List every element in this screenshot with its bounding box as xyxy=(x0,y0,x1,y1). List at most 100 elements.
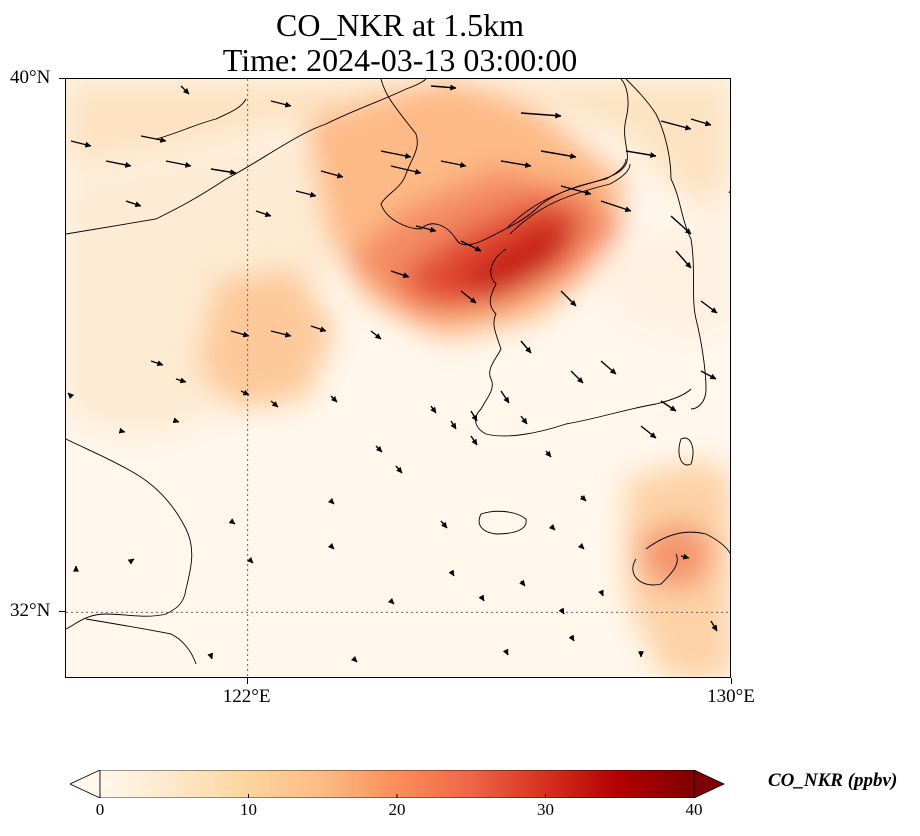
wind-arrow-head xyxy=(414,168,422,175)
colorbar-tick-label: 10 xyxy=(240,800,257,819)
wind-arrow-head xyxy=(309,191,317,198)
wind-arrow-head xyxy=(459,161,467,168)
wind-arrow-shaft xyxy=(520,112,562,117)
wind-arrow-head xyxy=(159,136,167,143)
wind-arrow-head xyxy=(524,162,532,169)
wind-arrow-head xyxy=(669,405,677,412)
wind-arrow-head xyxy=(396,466,403,474)
rivers xyxy=(505,158,631,235)
colorbar-title: CO_NKR (ppbv) xyxy=(768,770,898,791)
chart-title-line2: Time: 2024-03-13 03:00:00 xyxy=(222,42,578,78)
wind-arrow-head xyxy=(118,427,126,434)
wind-arrow-head xyxy=(525,346,532,354)
wind-arrow-head xyxy=(327,542,335,550)
wind-arrow-head xyxy=(584,189,592,196)
wind-arrow-head xyxy=(568,634,575,642)
wind-arrow-head xyxy=(134,201,142,208)
wind-arrow-head xyxy=(284,331,292,338)
wind-arrow-head xyxy=(375,445,383,453)
map-canvas xyxy=(66,79,730,677)
wind-arrow-head xyxy=(474,245,482,252)
wind-arrow-head xyxy=(569,299,577,307)
wind-arrow-head xyxy=(207,652,214,660)
wind-arrow-head xyxy=(387,597,395,605)
wind-arrow-head xyxy=(558,607,565,615)
wind-arrow-head xyxy=(67,392,75,400)
colorbar-tick-label: 30 xyxy=(537,800,554,819)
wind-arrow-head xyxy=(519,579,526,587)
wind-arrow-head xyxy=(448,569,455,577)
lon-tick-mark xyxy=(246,678,248,684)
lon-tick-mark xyxy=(731,678,732,684)
wind-arrow-head xyxy=(330,395,338,403)
colorbar-tick-label: 40 xyxy=(685,800,703,819)
wind-arrow-head xyxy=(682,553,690,560)
wind-arrow-head xyxy=(350,655,358,663)
wind-arrow-head xyxy=(84,141,92,148)
wind-arrow-head xyxy=(404,152,412,159)
wind-arrow-head xyxy=(402,272,410,279)
co-concentration-field xyxy=(66,79,730,677)
wind-arrow-head xyxy=(319,326,327,333)
wind-arrow-head xyxy=(569,153,577,160)
colorbar-tick-label: 20 xyxy=(388,800,406,819)
wind-vectors xyxy=(67,84,730,663)
wind-arrow-head xyxy=(548,523,556,531)
wind-arrow-head xyxy=(704,120,712,127)
lat-tick-label: 40°N xyxy=(10,67,51,88)
wind-arrow-head xyxy=(450,422,457,430)
wind-arrow-head xyxy=(124,161,132,168)
wind-arrow-head xyxy=(374,333,382,340)
wind-arrow-head xyxy=(450,84,457,91)
wind-arrow-head xyxy=(228,518,236,525)
wind-arrow-head xyxy=(429,226,437,233)
wind-arrow-head xyxy=(284,101,292,108)
colorbar-tick-label: 0 xyxy=(95,800,105,819)
lat-tick-mark xyxy=(59,78,65,79)
wind-arrow-head xyxy=(576,376,584,384)
lon-tick-label: 130°E xyxy=(707,686,755,707)
gridlines xyxy=(66,79,730,677)
wind-arrow-head xyxy=(242,331,250,338)
wind-arrow-head xyxy=(637,651,645,658)
wind-arrow-head xyxy=(649,432,657,439)
wind-arrow-head xyxy=(709,373,717,380)
wind-arrow-head xyxy=(179,377,187,384)
wind-arrow-head xyxy=(579,494,587,502)
wind-arrow-head xyxy=(521,417,528,425)
lat-tick-label: 32°N xyxy=(10,600,51,622)
wind-arrow-head xyxy=(336,172,344,179)
wind-arrow-head xyxy=(156,360,164,367)
wind-arrow-head xyxy=(711,624,718,632)
wind-arrow-head xyxy=(182,87,190,95)
wind-arrow-head xyxy=(127,558,135,565)
wind-arrow-head xyxy=(478,594,485,602)
lon-tick-label: 122°E xyxy=(222,686,271,707)
wind-arrow-head xyxy=(441,521,448,529)
chart-title-line1: CO_NKR at 1.5km xyxy=(276,7,524,43)
wind-arrow-shaft xyxy=(540,150,577,158)
wind-arrow-head xyxy=(577,542,585,550)
wind-arrow-head xyxy=(184,161,192,168)
wind-arrow-head xyxy=(246,556,254,564)
colorbar xyxy=(70,770,725,798)
colorbar-gradient xyxy=(99,770,695,798)
wind-arrow-head xyxy=(503,396,510,404)
colorbar-extend-max xyxy=(693,770,725,798)
wind-arrow-head xyxy=(555,112,562,119)
wind-arrow-head xyxy=(469,297,477,304)
map-panel xyxy=(65,78,731,678)
lat-tick-mark xyxy=(59,611,65,613)
wind-arrow-head xyxy=(242,389,250,396)
wind-arrow-head xyxy=(609,368,617,375)
wind-arrow-head xyxy=(598,589,604,597)
wind-arrow-head xyxy=(684,124,692,131)
wind-arrow-head xyxy=(471,414,478,422)
wind-arrow-head xyxy=(229,169,237,176)
wind-arrow-head xyxy=(685,261,692,269)
wind-arrow-head xyxy=(471,438,478,446)
wind-arrow-head xyxy=(624,206,632,213)
wind-arrow-head xyxy=(271,401,279,408)
wind-arrow-head xyxy=(684,227,692,235)
wind-arrow-head xyxy=(710,307,718,314)
